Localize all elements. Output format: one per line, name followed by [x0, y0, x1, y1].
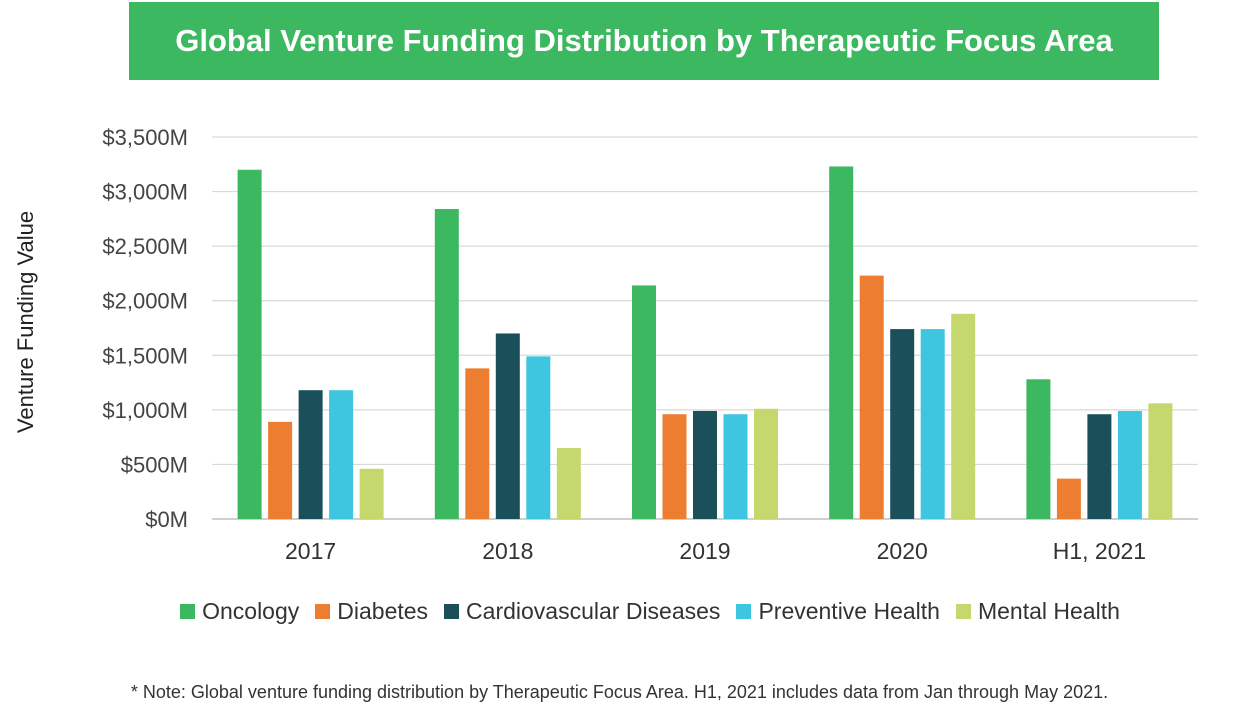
footnote: * Note: Global venture funding distribut… — [130, 682, 1109, 702]
bars — [237, 166, 1173, 519]
x-tick-label: H1, 2021 — [1053, 538, 1146, 564]
y-tick-label: $500M — [121, 452, 188, 477]
y-tick-label: $1,000M — [102, 398, 188, 423]
y-tick-label: $2,500M — [102, 234, 188, 259]
legend-item: Mental Health — [955, 598, 1120, 625]
x-tick-label: 2020 — [877, 538, 928, 564]
bar-diabetes-h1-2021 — [1056, 478, 1081, 519]
legend-label: Mental Health — [977, 598, 1120, 624]
bar-preventive-health-2019 — [723, 414, 748, 519]
bar-cardiovascular-diseases-2020 — [890, 329, 915, 519]
bar-oncology-2020 — [829, 166, 854, 519]
bar-mental-health-2017 — [359, 468, 384, 519]
bar-cardiovascular-diseases-2017 — [298, 390, 323, 519]
x-tick-label: 2019 — [679, 538, 730, 564]
legend-item: Oncology — [180, 598, 299, 625]
bar-oncology-2019 — [632, 285, 656, 519]
y-axis-ticks: $0M $500M $1,000M $1,500M $2,000M $2,500M $3,0… — [102, 125, 188, 532]
chart-title: Global Venture Funding Distribution by T… — [175, 23, 1113, 58]
legend-swatch — [444, 604, 460, 619]
legend-item: Cardiovascular Diseases — [444, 598, 720, 625]
y-tick-label: $0M — [145, 507, 188, 532]
legend-swatch — [736, 604, 752, 619]
bar-mental-health-2018 — [556, 448, 581, 519]
legend-label: Preventive Health — [758, 598, 940, 624]
bar-diabetes-2018 — [465, 368, 490, 519]
bar-preventive-health-2020 — [920, 329, 945, 519]
legend-label: Oncology — [202, 598, 300, 624]
x-tick-label: 2018 — [482, 538, 533, 564]
x-axis-ticks: 2017 2018 2019 2020 H1, 2021 — [285, 538, 1146, 564]
legend-swatch — [180, 604, 196, 619]
bar-diabetes-2019 — [662, 414, 687, 519]
bar-mental-health-2019 — [754, 408, 778, 519]
bar-preventive-health-2017 — [329, 390, 354, 519]
legend-item: Diabetes — [315, 598, 428, 625]
bar-cardiovascular-diseases-2018 — [495, 333, 520, 519]
legend-swatch — [315, 604, 331, 619]
legend: Oncology Diabetes Cardiovascular Diseases P… — [140, 598, 1160, 625]
y-tick-label: $3,500M — [102, 125, 188, 150]
bar-mental-health-2020 — [951, 313, 976, 519]
bar-preventive-health-h1-2021 — [1117, 410, 1142, 519]
bar-diabetes-2017 — [268, 421, 293, 519]
x-tick-label: 2017 — [285, 538, 336, 564]
legend-label: Diabetes — [337, 598, 429, 624]
y-axis-label: Venture Funding Value — [13, 211, 38, 433]
y-tick-label: $3,000M — [102, 180, 188, 205]
title-banner: Global Venture Funding Distribution by T… — [129, 2, 1159, 80]
legend-swatch — [955, 604, 971, 619]
bar-oncology-2018 — [434, 209, 459, 519]
bar-cardiovascular-diseases-2019 — [693, 410, 717, 519]
bar-oncology-h1-2021 — [1026, 379, 1051, 519]
legend-item: Preventive Health — [736, 598, 940, 625]
bar-diabetes-2020 — [859, 275, 884, 519]
bar-preventive-health-2018 — [526, 356, 551, 519]
bar-mental-health-h1-2021 — [1148, 403, 1173, 519]
bar-cardiovascular-diseases-h1-2021 — [1087, 414, 1112, 519]
y-tick-label: $2,000M — [102, 289, 188, 314]
y-tick-label: $1,500M — [102, 343, 188, 368]
bar-oncology-2017 — [237, 169, 262, 519]
legend-label: Cardiovascular Diseases — [466, 598, 721, 624]
